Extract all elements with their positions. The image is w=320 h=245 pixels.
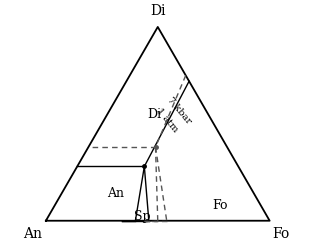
Text: Sp: Sp [134, 210, 150, 223]
Text: Fo: Fo [213, 199, 228, 212]
Text: An: An [23, 227, 42, 241]
Text: 1 atm: 1 atm [154, 106, 179, 134]
Text: Di: Di [147, 108, 162, 121]
Text: An: An [107, 187, 124, 200]
Text: Fo: Fo [272, 227, 290, 241]
Text: 7 kbar: 7 kbar [165, 95, 193, 125]
Text: Di: Di [150, 4, 165, 18]
